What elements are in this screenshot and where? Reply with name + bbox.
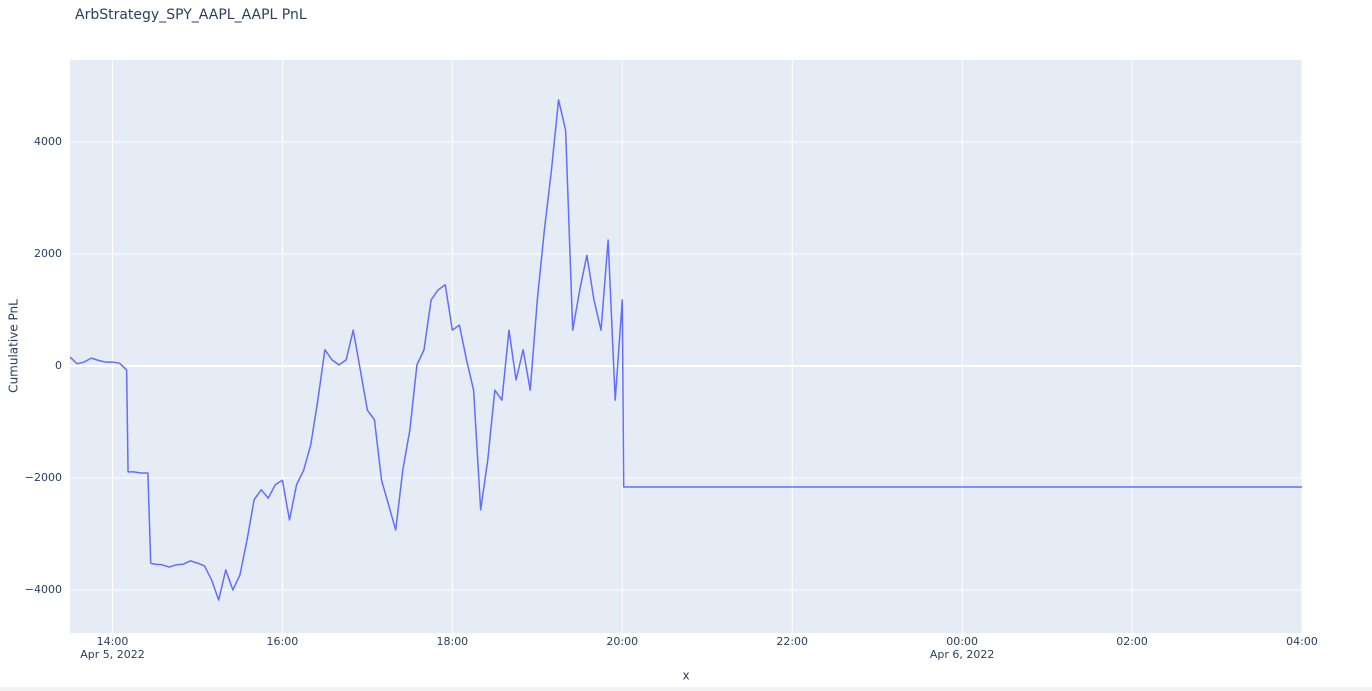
x-tick-label: 00:00	[946, 635, 978, 648]
y-tick-label: 2000	[34, 247, 62, 260]
y-tick-label: 4000	[34, 135, 62, 148]
x-tick-label: 14:00	[97, 635, 129, 648]
x-axis-title: x	[682, 669, 689, 683]
x-tick-label: 16:00	[267, 635, 299, 648]
y-tick-label: −4000	[25, 583, 62, 596]
plot-area	[70, 60, 1302, 633]
x-tick-label: 20:00	[606, 635, 638, 648]
grid	[70, 60, 1303, 633]
y-tick-label: −2000	[25, 471, 62, 484]
series-line	[69, 99, 1302, 601]
y-axis-title: Cumulative PnL	[7, 299, 21, 393]
chart-title: ArbStrategy_SPY_AAPL_AAPL PnL	[75, 7, 307, 23]
x-tick-date: Apr 5, 2022	[80, 648, 145, 661]
marks	[69, 99, 1302, 601]
x-tick-label: 04:00	[1286, 635, 1318, 648]
x-tick-label: 22:00	[776, 635, 808, 648]
footer-strip	[0, 687, 1372, 691]
y-tick-label: 0	[55, 359, 62, 372]
x-tick-label: 02:00	[1116, 635, 1148, 648]
x-tick-label: 18:00	[436, 635, 468, 648]
x-tick-date: Apr 6, 2022	[930, 648, 995, 661]
